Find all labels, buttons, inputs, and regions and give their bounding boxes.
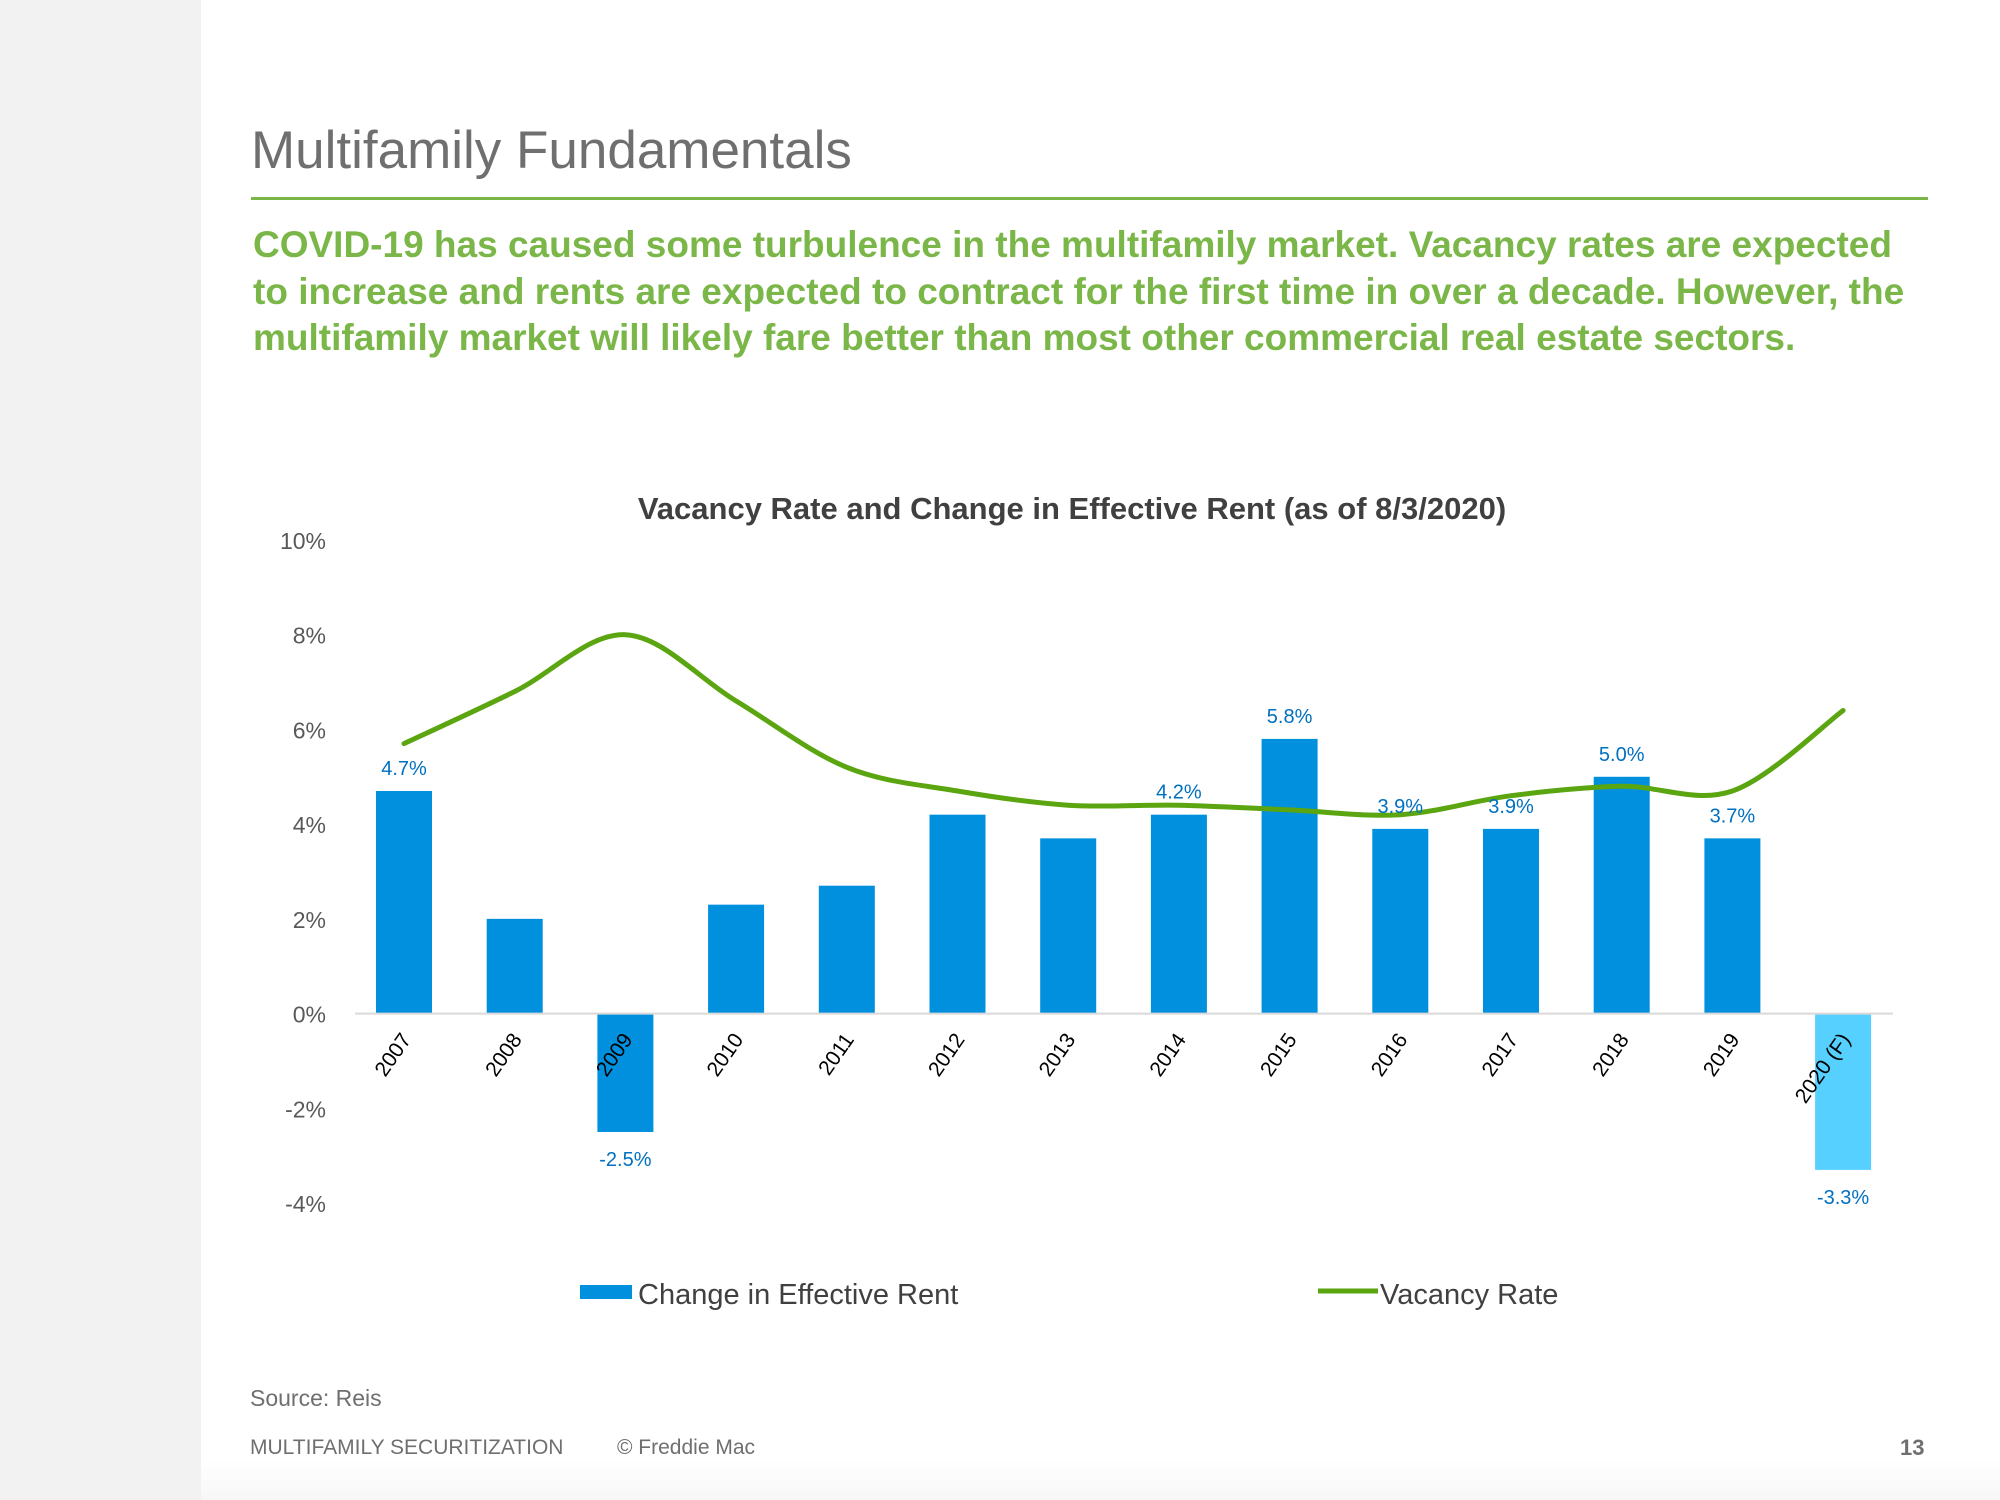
bar-2013 [1040,838,1097,1014]
footer-section-name: MULTIFAMILY SECURITIZATION [250,1436,564,1459]
x-tick-label: 2017 [1477,1029,1523,1080]
x-tick-label: 2019 [1699,1029,1745,1080]
bar-2019 [1704,838,1761,1014]
vacancy-rate-line [401,632,1846,818]
x-tick-label: 2010 [703,1029,749,1080]
bar-2015 [1261,738,1318,1014]
y-tick-label: -4% [285,1191,326,1217]
legend-line-label: Vacancy Rate [1380,1279,1558,1311]
chart-title: Vacancy Rate and Change in Effective Ren… [638,491,1506,526]
x-tick-label: 2016 [1367,1029,1413,1080]
data-label: 3.9% [1488,796,1534,818]
bar-2014 [1150,814,1207,1014]
x-tick-label: 2012 [924,1029,970,1080]
legend-bar-label: Change in Effective Rent [638,1279,958,1311]
x-tick-label: 2015 [1256,1029,1302,1080]
title-divider [251,197,1928,200]
y-axis-ticks: 10% 8% 6% 4% 2% 0% -2% -4% [280,528,326,1217]
page-title: Multifamily Fundamentals [251,121,852,180]
x-axis-ticks: 2007 2008 2009 2010 2011 2012 2013 2014 2015 2016… [370,1029,1855,1107]
x-tick-label: 2011 [814,1029,859,1079]
legend: Change in Effective Rent Vacancy Rate [580,1279,1558,1311]
y-tick-label: 10% [280,528,326,554]
y-tick-label: 6% [293,717,326,743]
bar-2018 [1593,776,1650,1014]
data-label: 3.7% [1710,805,1756,827]
subtitle-text: COVID-19 has caused some turbulence in t… [253,224,1905,358]
bar-2010 [708,904,765,1014]
x-tick-label: 2008 [481,1029,527,1080]
bottom-fade [201,1460,2000,1500]
bar-2007 [376,790,432,1014]
source-note: Source: Reis [250,1385,382,1411]
bar-2009 [597,1013,654,1132]
page-number: 13 [1900,1435,1925,1460]
bar-2012 [929,814,986,1014]
x-tick-label: 2018 [1588,1029,1634,1080]
y-tick-label: 8% [293,623,326,649]
bar-data-labels: 4.7% -2.5% 4.2% 5.8% 3.9% 3.9% 5.0% 3.7% -3.3% [381,706,1869,1209]
x-tick-label: 2013 [1035,1029,1081,1080]
x-tick-label: 2014 [1145,1029,1191,1081]
data-label: 5.8% [1267,706,1313,728]
data-label: 3.9% [1378,796,1424,818]
bar-series [376,738,1872,1170]
data-label: 5.0% [1599,744,1645,766]
data-label: -2.5% [599,1149,651,1171]
left-margin-band [0,0,201,1500]
data-label: 4.2% [1156,782,1202,804]
bar-2016 [1372,828,1429,1014]
bar-2020-f [1815,1013,1872,1170]
y-tick-label: -2% [285,1096,326,1122]
legend-bar-swatch [580,1285,632,1299]
data-label: 4.7% [381,758,427,780]
x-tick-label: 2007 [370,1029,416,1080]
y-tick-label: 2% [293,907,326,933]
bar-2011 [818,885,875,1014]
bar-2017 [1483,828,1539,1014]
bar-2008 [486,918,543,1014]
data-label: -3.3% [1817,1187,1869,1209]
y-tick-label: 4% [293,812,326,838]
footer-copyright: © Freddie Mac [617,1436,756,1459]
y-tick-label: 0% [293,1002,326,1028]
